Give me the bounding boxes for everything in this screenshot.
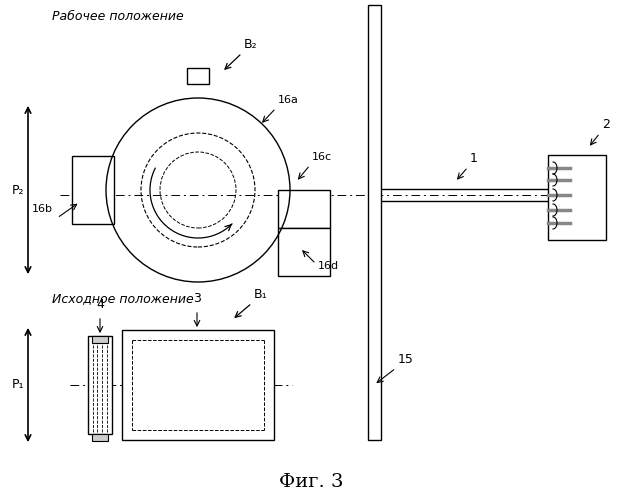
Text: Исходное положение: Исходное положение bbox=[52, 292, 193, 305]
Bar bbox=[278, 228, 330, 276]
Bar bbox=[92, 434, 108, 441]
Text: 16c: 16c bbox=[312, 152, 332, 162]
Text: P₂: P₂ bbox=[11, 184, 24, 196]
Text: 16b: 16b bbox=[32, 204, 53, 214]
Text: 1: 1 bbox=[470, 152, 478, 165]
Text: 3: 3 bbox=[193, 292, 201, 305]
Text: 2: 2 bbox=[602, 118, 610, 131]
Bar bbox=[88, 336, 112, 434]
Text: B₂: B₂ bbox=[244, 38, 258, 51]
Bar bbox=[368, 5, 381, 440]
Text: 15: 15 bbox=[398, 353, 414, 366]
Text: 16d: 16d bbox=[318, 261, 339, 271]
Bar bbox=[548, 155, 606, 240]
Bar bbox=[92, 336, 108, 343]
Text: Рабочее положение: Рабочее положение bbox=[52, 10, 183, 23]
Text: 4: 4 bbox=[96, 298, 104, 311]
Bar bbox=[187, 68, 209, 84]
Bar bbox=[72, 156, 114, 224]
Text: B₁: B₁ bbox=[254, 288, 267, 301]
Bar bbox=[122, 330, 274, 440]
Text: P₁: P₁ bbox=[11, 378, 24, 392]
Bar bbox=[278, 190, 330, 228]
Text: Фиг. 3: Фиг. 3 bbox=[279, 473, 343, 491]
Text: 16a: 16a bbox=[278, 95, 299, 105]
